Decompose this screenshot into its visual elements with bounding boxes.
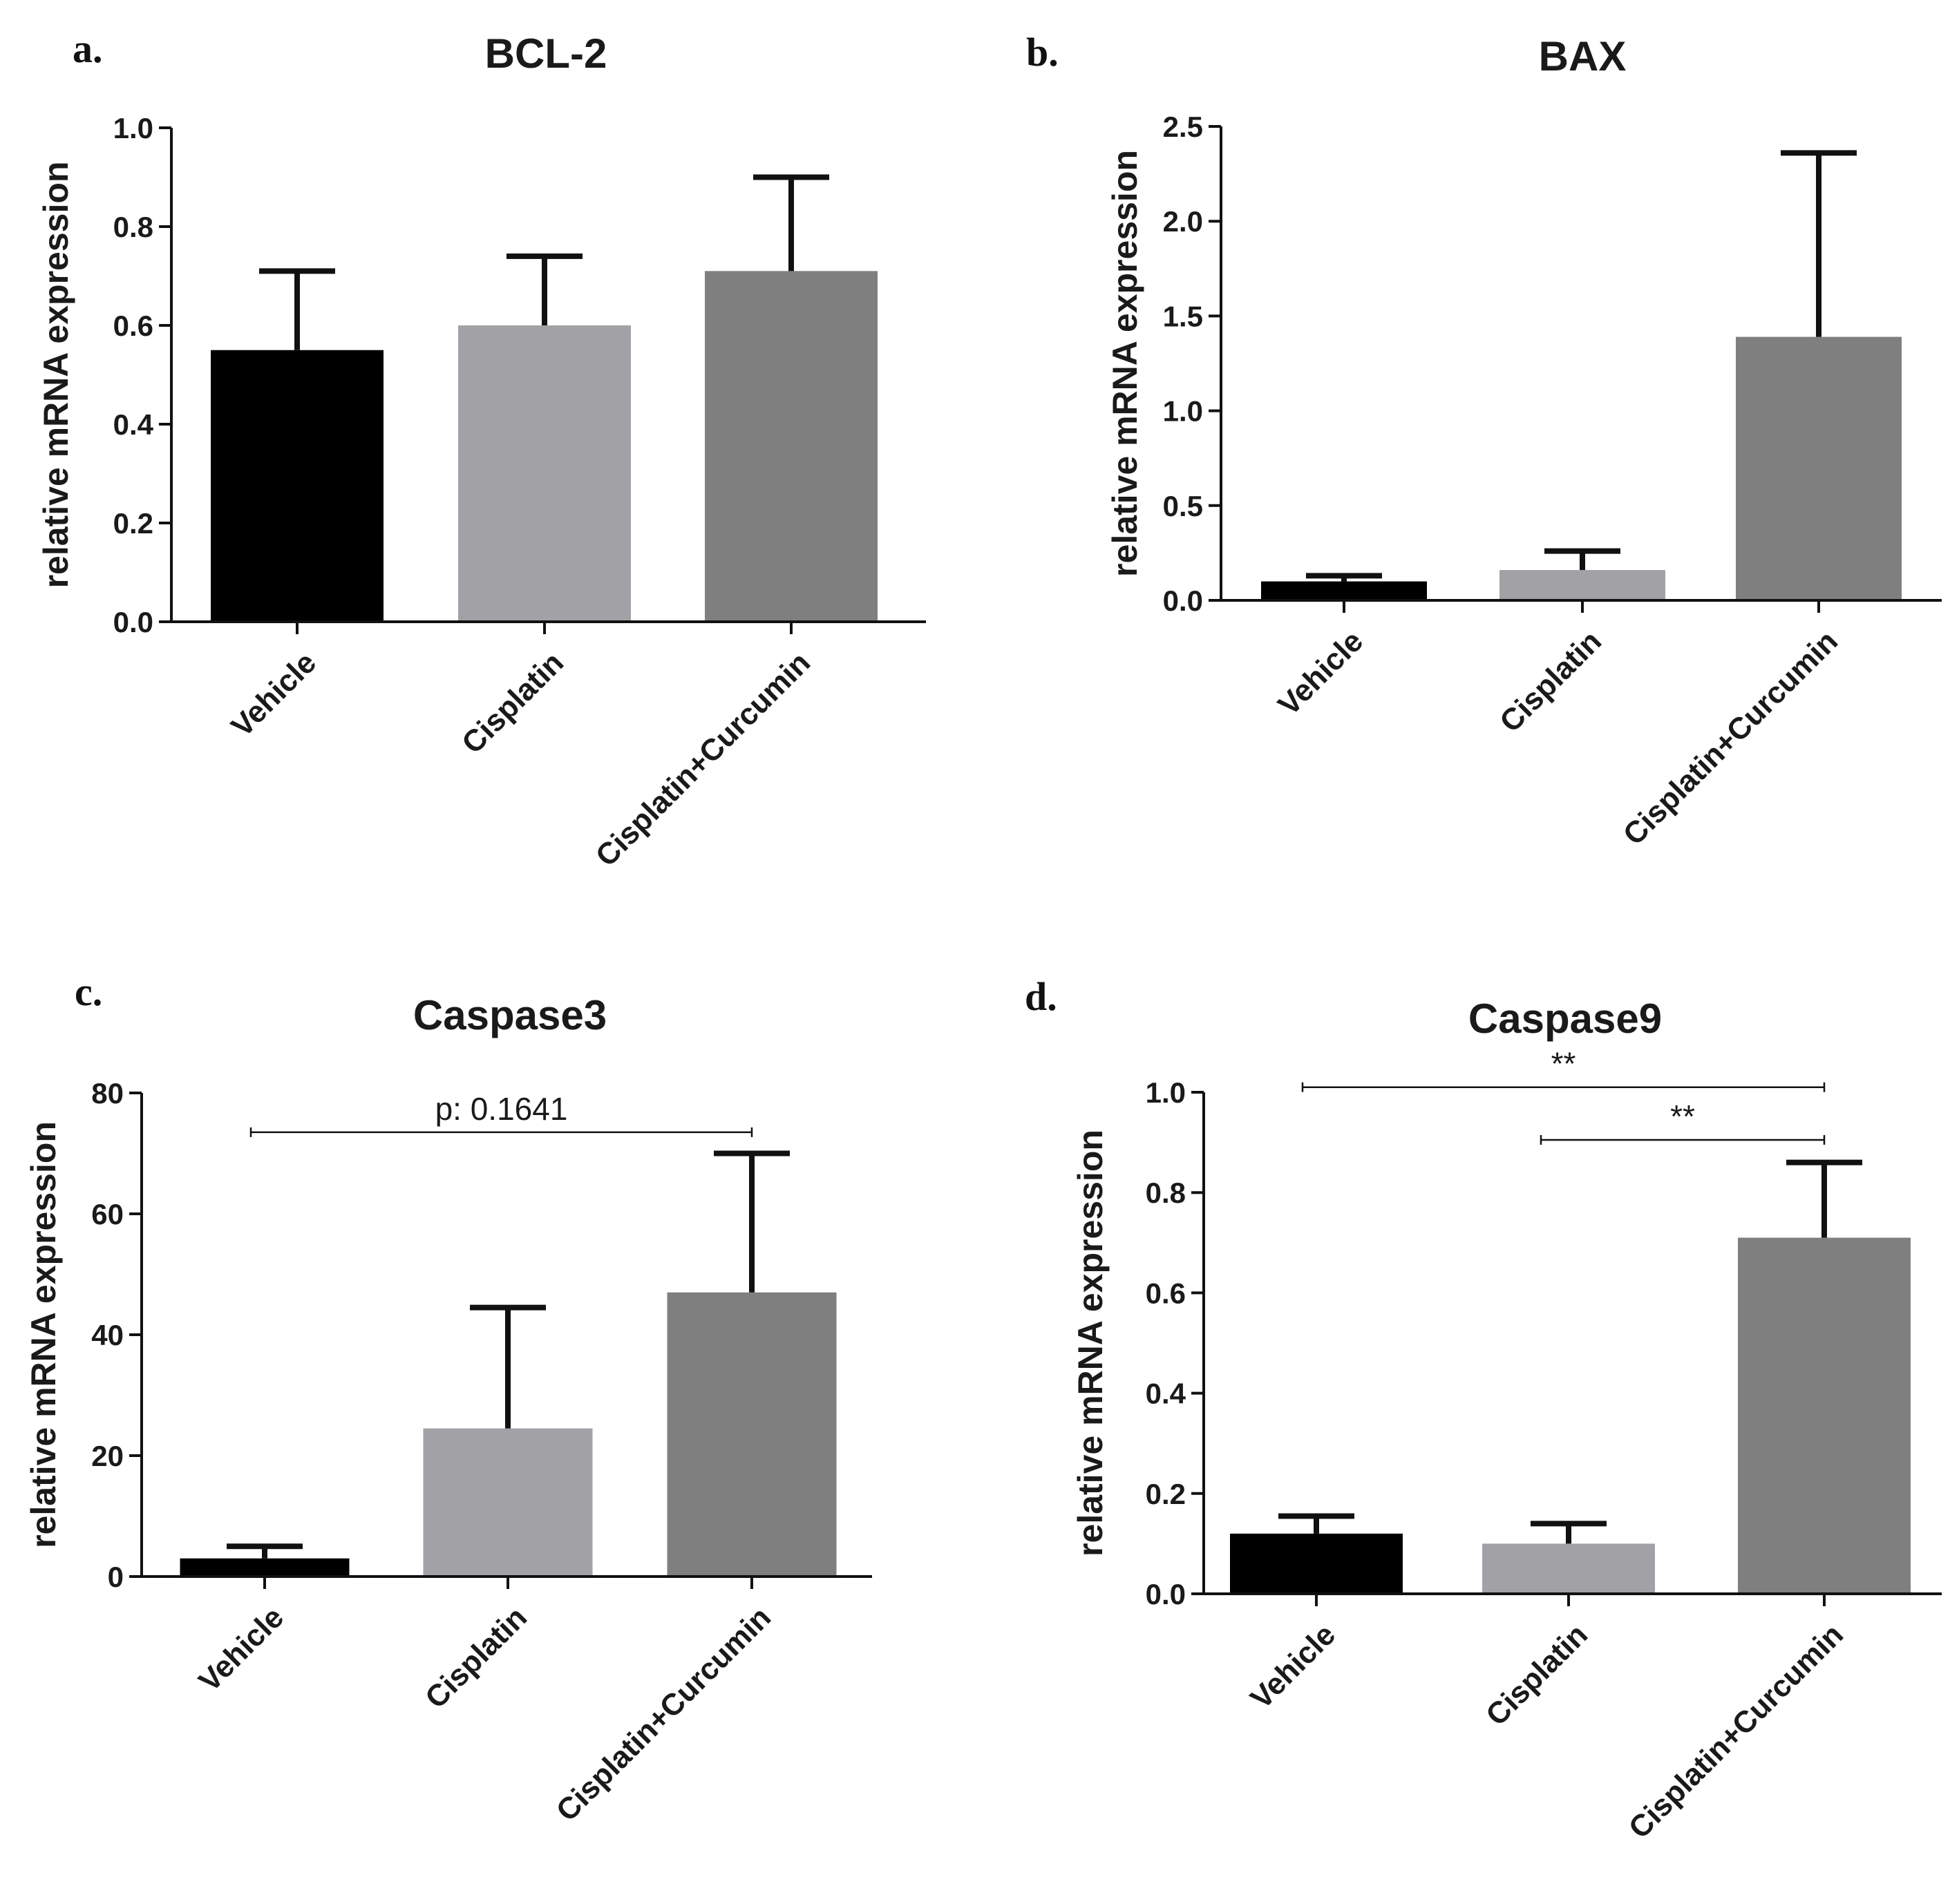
bar-vehicle: [180, 1558, 350, 1577]
y-tick-label: 0.2: [1146, 1478, 1186, 1510]
y-tick-label: 1.5: [1163, 300, 1203, 332]
y-tick-label: 0.8: [113, 211, 153, 243]
panel-4: d. Caspase9 relative mRNA expression 0.0 0.2…: [1025, 974, 1942, 1845]
y-tick-label: 0: [108, 1561, 124, 1593]
bar-vehicle: [211, 350, 384, 622]
y-axis-label: relative mRNA expression: [37, 162, 75, 589]
panel-letter: b.: [1026, 30, 1059, 75]
category-label: Vehicle: [225, 645, 323, 743]
y-tick-label: 0.4: [1146, 1378, 1186, 1410]
y-tick-label: 1.0: [113, 112, 153, 144]
chart-title: Caspase3: [413, 992, 607, 1038]
y-tick-label: 1.0: [1146, 1076, 1186, 1109]
y-tick-label: 60: [91, 1198, 124, 1230]
y-tick-label: 0.0: [1146, 1578, 1186, 1610]
chart-title: Caspase9: [1468, 996, 1662, 1042]
category-label: Cisplatin+Curcumin: [589, 645, 817, 873]
bar-cisplatin-curcumin: [667, 1292, 837, 1577]
chart-title: BAX: [1539, 33, 1627, 79]
y-tick-label: 20: [91, 1440, 124, 1472]
category-label: Cisplatin+Curcumin: [550, 1600, 777, 1827]
bar-vehicle: [1261, 581, 1427, 600]
panel-letter: a.: [73, 26, 103, 71]
significance-label: **: [1551, 1046, 1576, 1082]
y-tick-label: 40: [91, 1319, 124, 1351]
category-label: Vehicle: [1271, 624, 1370, 722]
category-label: Cisplatin: [419, 1600, 533, 1715]
y-tick-label: 0.5: [1163, 490, 1203, 522]
panel-letter: c.: [75, 969, 102, 1014]
y-axis-label: relative mRNA expression: [1071, 1130, 1110, 1556]
bar-cisplatin: [1482, 1543, 1655, 1594]
bar-cisplatin: [423, 1428, 593, 1577]
category-label: Cisplatin+Curcumin: [1617, 624, 1844, 851]
panel-1: a. BCL-2 relative mRNA expression 0.0 0.2 0.4…: [37, 26, 926, 873]
bar-cisplatin-curcumin: [1736, 336, 1902, 600]
panel-letter: d.: [1025, 974, 1057, 1019]
y-tick-label: 2.5: [1163, 111, 1203, 143]
panel-2: b. BAX relative mRNA expression 0.0 0.5 1.0 1.…: [1026, 30, 1942, 852]
y-tick-label: 0.0: [1163, 584, 1203, 617]
panel-3: c. Caspase3 relative mRNA expression 0 20 40 6…: [24, 969, 872, 1828]
y-tick-label: 0.8: [1146, 1177, 1186, 1209]
category-label: Cisplatin: [1479, 1617, 1594, 1732]
category-label: Cisplatin: [1493, 624, 1608, 739]
bar-cisplatin: [458, 325, 631, 622]
significance-label: p: 0.1641: [435, 1091, 568, 1127]
y-axis-label: relative mRNA expression: [24, 1121, 63, 1548]
significance-label: **: [1670, 1098, 1695, 1134]
y-tick-label: 80: [91, 1077, 124, 1110]
y-tick-label: 0.4: [113, 408, 154, 441]
category-label: Vehicle: [192, 1600, 290, 1698]
category-label: Cisplatin+Curcumin: [1622, 1617, 1850, 1845]
y-tick-label: 2.0: [1163, 205, 1203, 238]
bar-vehicle: [1230, 1533, 1403, 1594]
chart-title: BCL-2: [485, 30, 607, 77]
bar-cisplatin-curcumin: [1738, 1237, 1911, 1594]
y-tick-label: 0.6: [1146, 1277, 1186, 1309]
y-axis-label: relative mRNA expression: [1106, 150, 1144, 577]
category-label: Cisplatin: [455, 645, 570, 760]
bar-cisplatin-curcumin: [705, 271, 878, 622]
y-tick-label: 0.2: [113, 507, 153, 540]
bar-cisplatin: [1499, 570, 1665, 600]
y-tick-label: 0.6: [113, 310, 153, 342]
y-tick-label: 0.0: [113, 606, 153, 638]
category-label: Vehicle: [1244, 1617, 1342, 1715]
y-tick-label: 1.0: [1163, 395, 1203, 428]
